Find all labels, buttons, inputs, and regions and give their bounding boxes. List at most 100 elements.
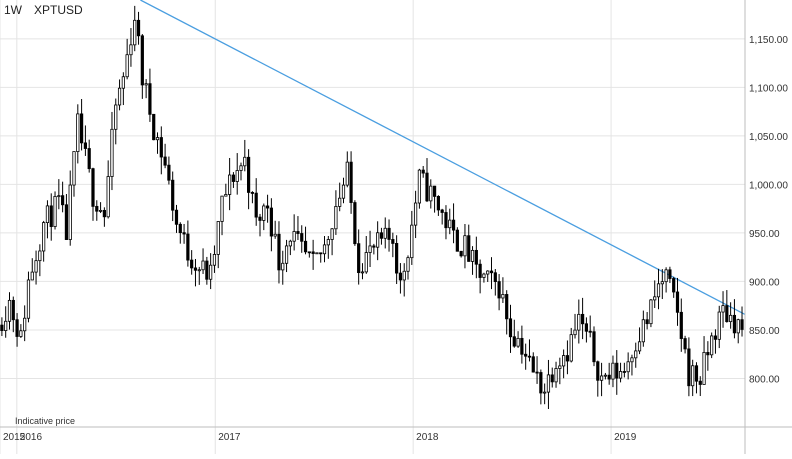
candle-body bbox=[11, 299, 15, 321]
candle-body bbox=[307, 251, 311, 254]
candle-body bbox=[740, 319, 744, 330]
candle-body bbox=[615, 362, 619, 379]
candle-body bbox=[649, 299, 653, 325]
y-tick-label: 950.00 bbox=[749, 229, 780, 240]
candle-body bbox=[83, 142, 87, 149]
candle-body bbox=[140, 35, 144, 86]
x-tick-label: 2016 bbox=[20, 432, 43, 443]
candle-body bbox=[133, 19, 137, 46]
candle-body bbox=[171, 179, 175, 211]
trendline-layer bbox=[140, 0, 746, 316]
candle-body bbox=[584, 323, 589, 332]
candle-body bbox=[459, 250, 463, 257]
candle-body bbox=[501, 294, 505, 299]
candle-body bbox=[520, 337, 524, 355]
candle-body bbox=[531, 356, 535, 373]
candle-body bbox=[512, 336, 516, 347]
candle-body bbox=[319, 252, 323, 255]
candle-body bbox=[178, 223, 182, 234]
trendline bbox=[140, 0, 746, 316]
candle-body bbox=[577, 313, 581, 331]
candle-body bbox=[201, 260, 205, 271]
candle-body bbox=[125, 54, 129, 78]
candle-body bbox=[702, 352, 706, 385]
x-tick-label: 2017 bbox=[218, 432, 241, 443]
candle-body bbox=[599, 375, 604, 381]
candle-body bbox=[159, 137, 163, 158]
candle-body bbox=[493, 272, 497, 282]
candle-body bbox=[163, 156, 167, 166]
y-tick-label: 1,100.00 bbox=[749, 83, 788, 94]
candle-body bbox=[656, 283, 661, 298]
candle-body bbox=[429, 185, 433, 202]
candle-body bbox=[565, 355, 570, 362]
candle-body bbox=[710, 335, 714, 356]
candle-body bbox=[102, 209, 106, 218]
candle-body bbox=[19, 330, 23, 337]
candle-body bbox=[482, 273, 486, 278]
candlestick-series bbox=[0, 5, 744, 409]
candle-body bbox=[341, 184, 346, 199]
candle-body bbox=[106, 176, 110, 218]
candle-body bbox=[49, 205, 53, 227]
candle-body bbox=[425, 172, 429, 202]
candle-body bbox=[95, 205, 99, 212]
candle-body bbox=[467, 235, 471, 262]
candle-body bbox=[269, 207, 273, 237]
candle-body bbox=[417, 169, 422, 204]
candle-body bbox=[53, 196, 57, 227]
candle-body bbox=[421, 169, 425, 174]
candle-body bbox=[641, 319, 645, 343]
candle-body bbox=[292, 231, 296, 242]
candle-body bbox=[4, 320, 8, 331]
candle-body bbox=[34, 260, 38, 273]
candle-body bbox=[30, 271, 34, 281]
candle-body bbox=[679, 311, 683, 339]
candle-body bbox=[136, 19, 141, 37]
candle-body bbox=[535, 371, 539, 374]
candle-body bbox=[262, 205, 266, 221]
candle-body bbox=[588, 330, 592, 333]
candle-body bbox=[626, 361, 630, 373]
candle-body bbox=[618, 371, 623, 379]
candle-body bbox=[372, 245, 376, 248]
candle-body bbox=[0, 324, 4, 331]
candle-body bbox=[463, 235, 467, 257]
candle-body bbox=[216, 221, 220, 255]
candle-body bbox=[258, 216, 262, 221]
candle-body bbox=[265, 205, 270, 209]
candle-body bbox=[455, 229, 459, 252]
y-tick-label: 1,150.00 bbox=[749, 35, 788, 46]
candle-body bbox=[38, 250, 42, 262]
candle-body bbox=[736, 319, 740, 334]
candle-body bbox=[315, 252, 319, 255]
candle-body bbox=[197, 269, 201, 272]
candle-body bbox=[303, 240, 308, 253]
candle-body bbox=[220, 195, 224, 222]
candle-body bbox=[349, 161, 353, 203]
candle-body bbox=[224, 194, 228, 197]
candle-body bbox=[387, 227, 391, 240]
candle-body bbox=[228, 174, 232, 195]
candle-body bbox=[209, 264, 213, 280]
candle-body bbox=[205, 260, 209, 280]
candle-body bbox=[76, 113, 80, 152]
candle-body bbox=[80, 113, 84, 144]
candle-body bbox=[87, 148, 91, 170]
candle-body bbox=[193, 267, 198, 271]
y-tick-label: 900.00 bbox=[749, 277, 780, 288]
candle-body bbox=[117, 87, 122, 106]
candle-body bbox=[539, 372, 543, 394]
candle-body bbox=[391, 239, 395, 244]
candle-body bbox=[668, 269, 672, 279]
candle-body bbox=[546, 374, 551, 393]
candle-body bbox=[239, 165, 243, 171]
candle-body bbox=[432, 185, 437, 197]
candle-body bbox=[300, 233, 304, 242]
candle-body bbox=[508, 318, 513, 338]
candle-body bbox=[607, 374, 611, 380]
candle-body bbox=[277, 233, 281, 271]
symbol-label: XPTUSD bbox=[34, 3, 83, 17]
